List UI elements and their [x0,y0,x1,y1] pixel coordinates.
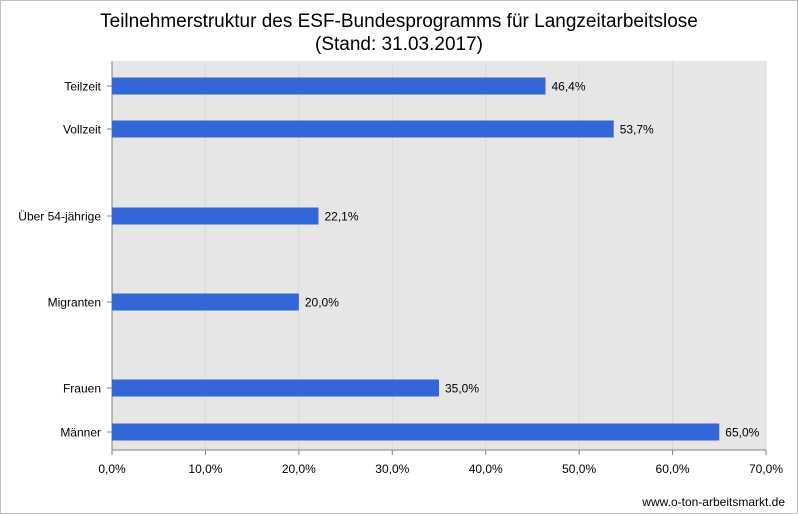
category-label: Über 54-jährige [18,210,101,224]
value-label: 22,1% [324,210,358,224]
bar [112,120,614,138]
bar [112,207,319,225]
x-tick-label: 60,0% [656,462,690,476]
category-label: Männer [60,426,101,440]
x-tick-label: 10,0% [188,462,222,476]
x-tick-label: 0,0% [98,462,126,476]
x-tick-label: 40,0% [469,462,503,476]
source-credit: www.o-ton-arbeitsmarkt.de [642,495,785,509]
bar [112,379,439,397]
value-label: 20,0% [305,296,339,310]
category-label: Frauen [63,382,101,396]
category-label: Migranten [48,296,101,310]
value-label: 53,7% [620,123,654,137]
x-tick-label: 70,0% [749,462,783,476]
category-label: Teilzeit [64,80,101,94]
category-label: Vollzeit [63,123,102,137]
value-label: 65,0% [725,426,759,440]
bar [112,77,546,95]
chart-subtitle: (Stand: 31.03.2017) [315,34,483,55]
x-tick-label: 20,0% [282,462,316,476]
value-label: 35,0% [445,382,479,396]
x-tick-label: 50,0% [562,462,596,476]
x-tick-label: 30,0% [375,462,409,476]
value-label: 46,4% [552,80,586,94]
bar [112,293,299,311]
chart-title: Teilnehmerstruktur des ESF-Bundesprogram… [100,11,698,32]
bar [112,423,720,441]
